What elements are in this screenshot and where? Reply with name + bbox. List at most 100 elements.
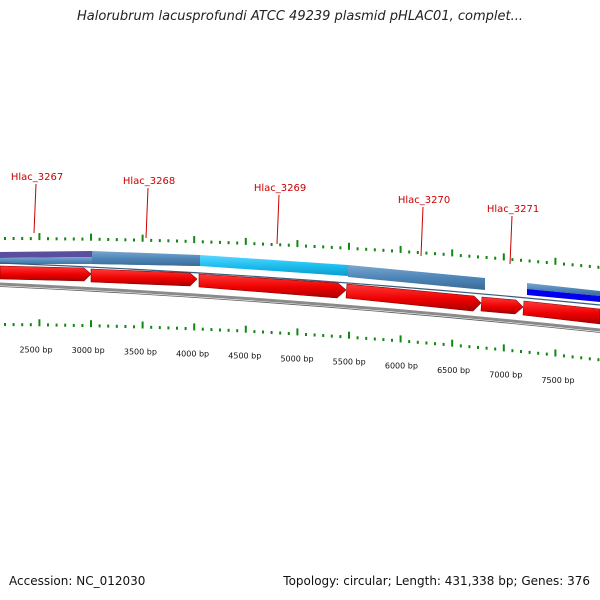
upper-tick-mark	[141, 234, 144, 242]
upper-tick-mark	[468, 254, 471, 258]
lower-tick-mark	[563, 354, 565, 358]
gene-arrow-3[interactable]	[198, 273, 347, 299]
upper-tick-mark	[4, 237, 6, 240]
upper-tick-mark	[21, 237, 24, 240]
upper-tick-mark	[520, 258, 522, 262]
gene-arrow-4[interactable]	[345, 283, 482, 312]
upper-tick-mark	[227, 241, 230, 245]
upper-tick-mark	[494, 256, 497, 260]
plasmid-backbone-shadow	[0, 286, 600, 333]
lower-tick-mark	[477, 346, 479, 349]
upper-tick-mark	[408, 250, 411, 254]
upper-tick-mark	[382, 248, 385, 252]
upper-tick-mark	[322, 245, 325, 249]
feature-segment-steel-3[interactable]	[348, 265, 485, 290]
lower-tick-mark	[12, 323, 15, 327]
lower-tick-mark	[511, 349, 514, 353]
upper-tick-mark	[47, 237, 49, 241]
lower-tick-mark	[21, 323, 24, 327]
upper-tick-mark	[365, 247, 368, 251]
lower-tick-mark	[4, 323, 6, 326]
scale-label: 3500 bp	[124, 348, 157, 357]
gene-labels: Hlac_3267 Hlac_3268 Hlac_3269 Hlac_3270 Hlac…	[11, 172, 539, 265]
upper-tick-mark	[425, 251, 428, 255]
scale-label: 6500 bp	[437, 366, 470, 375]
feature-track	[0, 251, 600, 302]
bp-scale: 2500 bp 3000 bp 3500 bp 4000 bp 4500 bp 5000 …	[19, 345, 574, 385]
lower-tick-mark	[167, 326, 170, 330]
upper-tick-mark	[184, 239, 187, 243]
lower-tick-mark	[588, 357, 591, 361]
upper-tick-mark	[416, 251, 419, 254]
upper-tick-mark	[373, 248, 376, 252]
lower-tick-mark	[408, 340, 411, 344]
lower-tick-mark	[399, 335, 402, 343]
lower-tick-mark	[580, 356, 583, 360]
lower-tick-mark	[537, 351, 540, 355]
map-title: Halorubrum lacusprofundi ATCC 49239 plas…	[77, 9, 523, 24]
lower-tick-mark	[313, 333, 316, 337]
gene-arrow-2[interactable]	[90, 268, 198, 287]
gene-arrow-5[interactable]	[480, 296, 524, 315]
scale-label: 2500 bp	[19, 345, 52, 354]
upper-tick-mark	[597, 265, 600, 269]
upper-tick-mark	[339, 246, 342, 250]
upper-tick-mark	[90, 233, 92, 241]
upper-tick-mark	[81, 237, 84, 241]
lower-tick-mark	[270, 331, 273, 334]
feature-segment-steel-2[interactable]	[92, 251, 200, 266]
feature-segment-strong-blue[interactable]	[527, 289, 600, 302]
upper-tick-mark	[459, 254, 462, 258]
upper-tick-mark	[72, 237, 75, 241]
gene-arrow-1[interactable]	[0, 265, 92, 282]
scale-label: 4500 bp	[228, 352, 261, 361]
upper-tick-mark	[399, 245, 402, 253]
lower-tick-mark	[244, 325, 247, 333]
lower-tick-mark	[597, 358, 600, 362]
lower-tick-mark	[262, 330, 264, 334]
upper-tick-mark	[244, 237, 247, 245]
feature-baseline	[0, 262, 600, 306]
upper-tick-mark	[537, 260, 540, 264]
lower-tick-mark	[107, 324, 110, 328]
lower-tick-mark	[494, 347, 497, 351]
upper-tick-track	[4, 233, 600, 269]
gene-label-leader	[509, 215, 513, 265]
lower-tick-mark	[571, 355, 574, 359]
upper-tick-mark	[219, 240, 221, 244]
gene-arrow-6[interactable]	[522, 300, 600, 325]
lower-tick-mark	[468, 345, 471, 349]
feature-segment-navy[interactable]	[0, 251, 92, 258]
upper-tick-mark	[270, 243, 273, 246]
upper-tick-mark	[305, 244, 307, 248]
gene-label[interactable]: Hlac_3269	[254, 183, 306, 194]
accession-label: Accession: NC_012030	[9, 574, 146, 588]
gene-label[interactable]: Hlac_3271	[487, 204, 539, 215]
lower-tick-mark	[545, 352, 548, 356]
lower-tick-mark	[296, 328, 299, 336]
gene-label-leader	[145, 187, 149, 239]
feature-segment-cyan[interactable]	[200, 255, 348, 276]
lower-tick-mark	[133, 325, 135, 329]
lower-tick-mark	[330, 334, 333, 338]
plasmid-backbone	[0, 282, 600, 332]
lower-tick-mark	[434, 342, 436, 346]
upper-tick-mark	[115, 238, 118, 242]
lower-tick-mark	[98, 324, 101, 328]
upper-tick-mark	[38, 233, 41, 241]
feature-segment-steel-4[interactable]	[527, 283, 600, 296]
lower-tick-mark	[227, 328, 230, 332]
upper-tick-mark	[434, 252, 436, 256]
gene-label[interactable]: Hlac_3268	[123, 176, 175, 187]
lower-tick-mark	[47, 323, 49, 327]
gene-label[interactable]: Hlac_3267	[11, 172, 63, 183]
upper-tick-mark	[64, 237, 67, 241]
upper-tick-mark	[133, 238, 135, 242]
lower-tick-mark	[391, 338, 393, 342]
gene-label[interactable]: Hlac_3270	[398, 195, 450, 206]
lower-tick-mark	[528, 350, 531, 354]
upper-tick-mark	[571, 263, 574, 267]
upper-tick-mark	[262, 242, 264, 246]
upper-tick-mark	[348, 242, 350, 250]
